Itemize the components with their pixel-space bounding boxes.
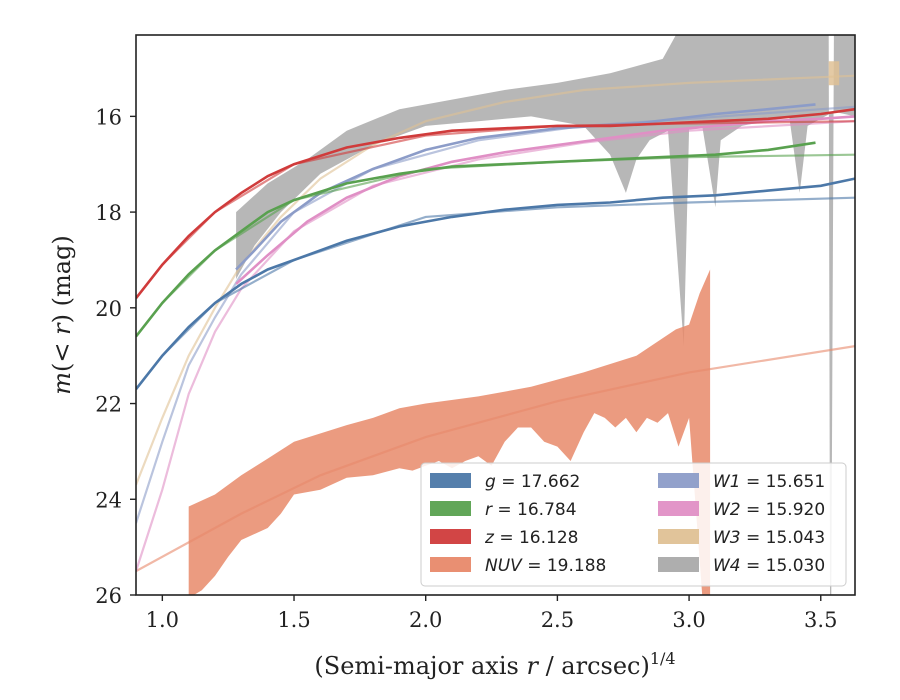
- legend-swatch-w4: [658, 557, 699, 572]
- model-line-nuv: [136, 345, 855, 573]
- legend-label-w1: W1 = 15.651: [713, 472, 825, 492]
- x-tick-label: 1.0: [146, 608, 179, 632]
- model-line-w1: [136, 105, 855, 524]
- y-tick-label: 20: [95, 297, 122, 321]
- band-w3: [828, 61, 840, 86]
- legend-box: [420, 462, 847, 587]
- legend-label-nuv: NUV = 19.188: [485, 556, 606, 576]
- legend-swatch-w3: [658, 529, 699, 544]
- x-tick-label: 3.0: [672, 608, 705, 632]
- legend-label-w4: W4 = 15.030: [713, 556, 825, 576]
- plot-frame: [135, 34, 856, 596]
- y-tick-label: 26: [95, 584, 122, 608]
- y-tick-label: 24: [95, 488, 122, 512]
- x-tick-label: 2.5: [541, 608, 574, 632]
- band-nuv: [188, 269, 711, 595]
- y-axis-label: m(< r) (mag): [48, 235, 76, 395]
- legend-swatch-g: [430, 473, 471, 488]
- legend-swatch-z: [430, 529, 471, 544]
- legend-label-g: g = 17.662: [485, 472, 580, 492]
- legend-swatch-w1: [658, 473, 699, 488]
- series-line-g: [136, 177, 855, 391]
- legend-label-w3: W3 = 15.043: [713, 528, 825, 548]
- y-tick-label: 18: [95, 201, 122, 225]
- series-line-z: [136, 107, 855, 300]
- x-tick-label: 3.5: [804, 608, 837, 632]
- y-tick-label: 22: [95, 393, 122, 417]
- x-tick-label: 1.5: [277, 608, 310, 632]
- legend-label-r: r = 16.784: [485, 500, 577, 520]
- series-line-r: [136, 141, 816, 338]
- legend-label-w2: W2 = 15.920: [713, 500, 825, 520]
- plot-area: [136, 35, 855, 595]
- legend: g = 17.662 r = 16.784 z = 16.128 NUV = 19.1…: [420, 462, 847, 587]
- x-tick-label: 2.0: [409, 608, 442, 632]
- band-w4: [236, 35, 855, 595]
- legend-swatch-nuv: [430, 557, 471, 572]
- x-axis-label: (Semi-major axis r / arcsec)1/4: [314, 649, 675, 680]
- y-tick-label: 16: [95, 105, 122, 129]
- series-line-w1: [235, 103, 816, 271]
- legend-swatch-r: [430, 501, 471, 516]
- legend-label-z: z = 16.128: [484, 528, 578, 548]
- model-line-w3: [136, 74, 855, 486]
- legend-swatch-w2: [658, 501, 699, 516]
- axis-ticks: 1.0 1.5 2.0 2.5 3.0 3.5 16 18 20 22 24 26: [95, 105, 837, 632]
